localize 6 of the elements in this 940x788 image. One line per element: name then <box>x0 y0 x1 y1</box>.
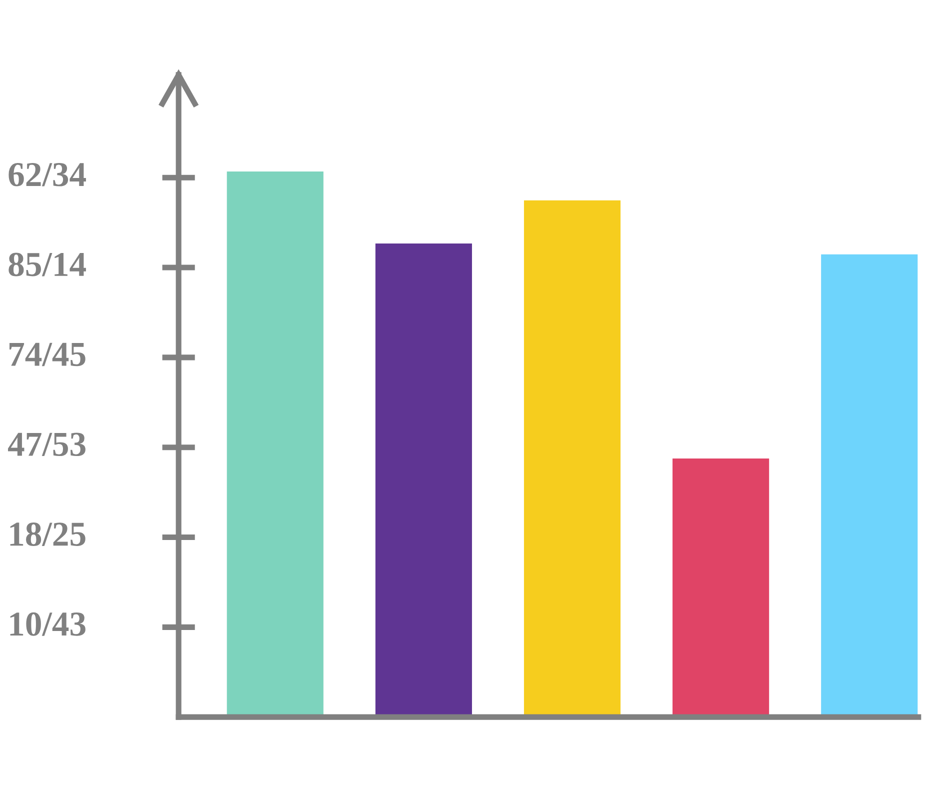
text: 10/43 <box>10 612 86 636</box>
text: 85/14 <box>8 252 86 276</box>
text: 62/34 <box>8 162 86 186</box>
text: 74/45 <box>10 342 86 366</box>
text: 47/53 <box>8 432 86 456</box>
text: 18/25 <box>10 522 86 546</box>
